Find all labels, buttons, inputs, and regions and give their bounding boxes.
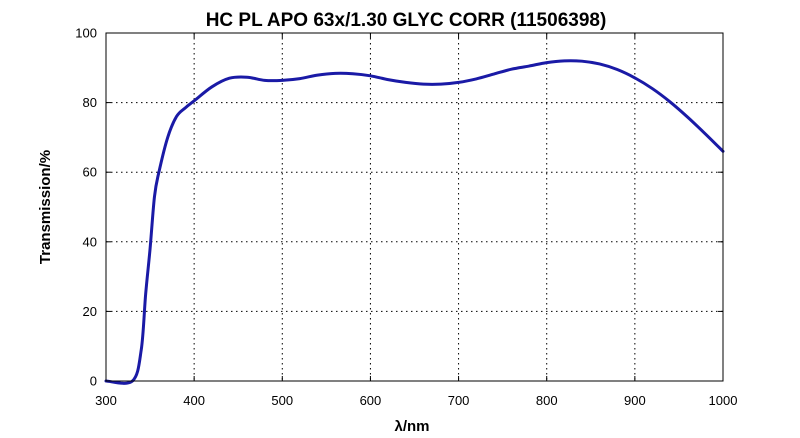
x-tick-label: 300 bbox=[95, 393, 117, 408]
y-axis-label: Transmission/% bbox=[37, 150, 54, 264]
y-tick-label: 60 bbox=[83, 165, 97, 180]
x-tick-label: 500 bbox=[271, 393, 293, 408]
y-tick-label: 100 bbox=[75, 26, 97, 41]
x-tick-label: 700 bbox=[448, 393, 470, 408]
y-tick-label: 80 bbox=[83, 95, 97, 110]
axis-ticks: 300 400 500 600 700 800 900 1000 0 20 40 60 80 100 bbox=[75, 26, 737, 409]
x-tick-label: 900 bbox=[624, 393, 646, 408]
x-tick-label: 800 bbox=[536, 393, 558, 408]
grid-lines bbox=[106, 33, 723, 381]
y-tick-label: 20 bbox=[83, 304, 97, 319]
transmission-series-line bbox=[104, 59, 725, 385]
x-tick-label: 400 bbox=[183, 393, 205, 408]
y-tick-label: 0 bbox=[90, 374, 97, 389]
x-tick-label: 600 bbox=[360, 393, 382, 408]
series-layer bbox=[104, 59, 725, 385]
y-tick-label: 40 bbox=[83, 234, 97, 249]
x-axis-label: λ/nm bbox=[394, 418, 429, 435]
chart-title: HC PL APO 63x/1.30 GLYC CORR (11506398) bbox=[206, 10, 607, 31]
plot-frame bbox=[105, 32, 724, 382]
x-tick-label: 1000 bbox=[709, 393, 738, 408]
